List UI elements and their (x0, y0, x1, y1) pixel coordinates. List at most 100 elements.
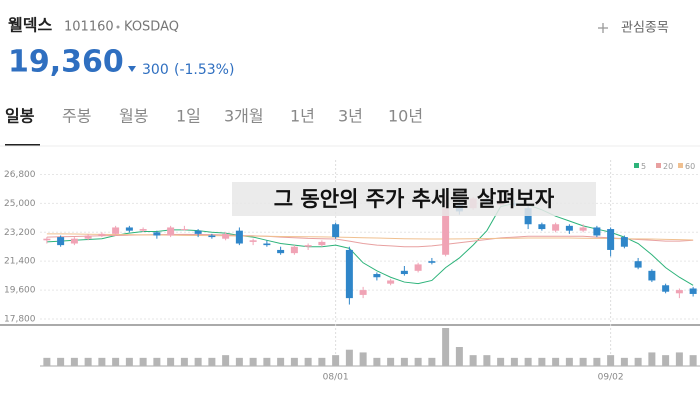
tab[interactable]: 월봉 (119, 107, 148, 126)
legend-label: 60 (685, 162, 695, 171)
candle-body (552, 224, 560, 231)
candle-body (689, 288, 697, 294)
watch-button[interactable]: 관심종목 (598, 21, 669, 36)
volume-bar (510, 357, 518, 366)
volume-bar (579, 357, 587, 366)
tabs: 일봉 주봉 월봉 1일 3개월 1년 3년 10년 (5, 107, 423, 126)
separator (116, 25, 120, 29)
volume-bar (648, 352, 656, 366)
candle-body (359, 290, 367, 295)
tab[interactable]: 1일 (176, 107, 201, 126)
candle-body (400, 270, 408, 275)
plot: 17,800 19,600 21,400 23,200 25,000 26,800 5 20 6… (0, 160, 700, 383)
annotation-box (232, 182, 596, 216)
y-tick-label: 26,800 (4, 170, 36, 180)
tab[interactable]: 주봉 (62, 107, 91, 126)
legend-label: 20 (663, 162, 673, 171)
change: 300 (142, 62, 169, 78)
price: 19,360 (8, 45, 124, 80)
candle-body (222, 233, 230, 239)
y-tick-label: 19,600 (4, 286, 36, 296)
candle-body (235, 230, 243, 244)
candle-body (620, 237, 628, 247)
candle-body (634, 261, 642, 268)
volume-bar (428, 357, 436, 366)
volume-bar (249, 357, 257, 366)
volume-bar (290, 357, 298, 366)
volume-bar (400, 357, 408, 366)
candle-body (593, 227, 601, 236)
volume-bar (634, 357, 642, 366)
volume-bar (538, 357, 546, 366)
candle-body (70, 238, 78, 244)
volume-bar (607, 355, 615, 366)
stock-name: 웰덱스 (8, 16, 52, 35)
volume-bar (689, 355, 697, 366)
candle-body (675, 290, 683, 294)
stock-code: 101160 (64, 20, 114, 35)
candle-body (428, 261, 436, 263)
volume-bar (139, 357, 147, 366)
volume-bar (442, 328, 450, 366)
x-tick-label: 08/01 (323, 373, 349, 383)
volume-bar (98, 357, 106, 366)
tab[interactable]: 3개월 (224, 107, 264, 126)
volume-bar (373, 357, 381, 366)
ma-line (46, 202, 694, 286)
volume-bar (620, 357, 628, 366)
tab[interactable]: 3년 (338, 107, 363, 126)
candle-body (414, 264, 422, 271)
market: KOSDAQ (124, 20, 179, 35)
volume-bar (304, 357, 312, 366)
ma-line (46, 233, 694, 248)
volume-bar (112, 357, 120, 366)
volume-bar (332, 355, 340, 366)
volume-bar (387, 357, 395, 366)
candle-body (125, 227, 133, 231)
volume-bar (524, 357, 532, 366)
volume-bar (84, 357, 92, 366)
candle-body (579, 227, 587, 231)
volume-bar (552, 357, 560, 366)
candle-body (263, 243, 271, 246)
candle-body (180, 229, 188, 231)
candle-body (648, 270, 656, 281)
tab[interactable]: 1년 (290, 107, 315, 126)
volume-bar (414, 357, 422, 366)
volume-bar (125, 357, 133, 366)
candle-body (57, 237, 65, 246)
volume-bar (208, 357, 216, 366)
volume-bar (194, 357, 202, 366)
volume-bar (455, 347, 463, 366)
volume-bar (662, 355, 670, 366)
candle-body (662, 285, 670, 292)
candle-body (318, 241, 326, 246)
volume-bar (565, 357, 573, 366)
candle-body (208, 235, 216, 238)
candle-body (98, 233, 106, 236)
y-tick-label: 17,800 (4, 315, 36, 325)
candle-body (84, 235, 92, 239)
change-pct: (-1.53%) (174, 62, 234, 78)
volume-bar (222, 355, 230, 366)
candle-body (43, 238, 51, 241)
tab[interactable]: 10년 (388, 107, 423, 126)
volume-bar (277, 357, 285, 366)
candle-body (304, 245, 312, 247)
annotation: 그 동안의 주가 추세를 살펴보자 (274, 187, 555, 211)
tab[interactable]: 일봉 (5, 107, 35, 126)
legend-label: 5 (641, 162, 646, 171)
volume-bar (70, 357, 78, 366)
volume-bar (43, 357, 51, 366)
volume-bar (675, 352, 683, 366)
candle-body (373, 274, 381, 278)
candle-body (524, 208, 532, 225)
volume-bar (359, 352, 367, 366)
candle-body (139, 229, 147, 231)
volume-bar (153, 357, 161, 366)
candle-body (538, 224, 546, 230)
candle-body (290, 246, 298, 254)
legend-swatch (656, 163, 661, 168)
